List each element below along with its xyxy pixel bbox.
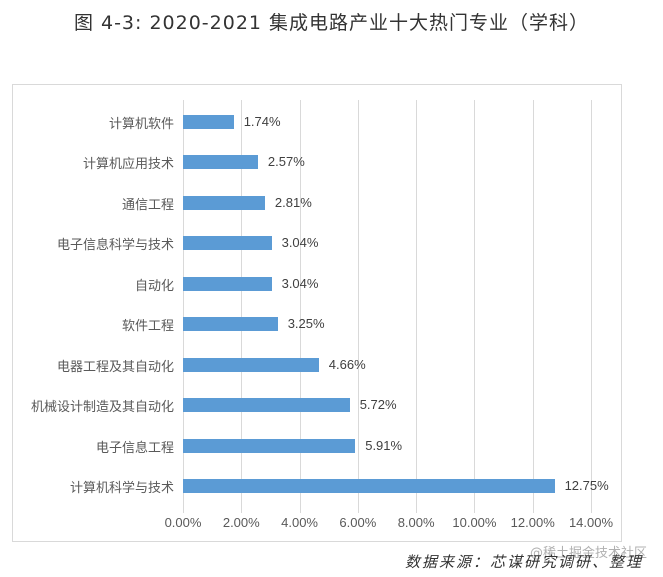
bar: [183, 478, 555, 493]
source-note: 数据来源：芯谋研究调研、整理: [404, 553, 643, 571]
gridline: [591, 100, 592, 513]
gridline: [474, 100, 476, 513]
gridline: [416, 100, 418, 513]
gridline: [357, 100, 359, 513]
x-tick-label: 2.00%: [222, 515, 260, 530]
bar-value-label: 3.25%: [287, 316, 325, 332]
category-label: 软件工程: [121, 319, 174, 335]
chart-title: 图 4-3: 2020-2021 集成电路产业十大热门专业（学科）: [73, 12, 590, 34]
chart-frame: [12, 84, 622, 542]
x-tick-label: 6.00%: [339, 515, 377, 530]
category-label: 机械设计制造及其自动化: [30, 400, 174, 416]
bar-value-label: 5.72%: [359, 397, 397, 413]
gridline: [299, 100, 301, 513]
x-tick-label: 10.00%: [452, 515, 497, 530]
bar-value-label: 3.04%: [281, 275, 319, 291]
x-tick-label: 0.00%: [164, 515, 202, 530]
category-label: 通信工程: [121, 197, 174, 213]
category-label: 电子信息工程: [95, 440, 174, 456]
bar: [183, 398, 350, 413]
category-label: 电子信息科学与技术: [56, 238, 174, 254]
bar-value-label: 3.04%: [281, 235, 319, 251]
bar: [183, 276, 272, 291]
gridline: [241, 100, 243, 513]
bar-value-label: 5.91%: [365, 437, 403, 453]
x-tick-label: 14.00%: [568, 515, 614, 530]
category-label: 电器工程及其自动化: [56, 359, 174, 375]
plot-area: 1.74% 2.57% 2.81% 3.04% 3.04% 3.25% 4.66% 5.72%…: [183, 100, 609, 513]
bar-value-label: 12.75%: [564, 477, 609, 493]
category-label: 自动化: [134, 278, 174, 294]
bar: [183, 236, 272, 251]
watermark: @稀土掘金技术社区: [529, 546, 647, 561]
bar: [183, 317, 278, 332]
x-tick-label: 4.00%: [281, 515, 318, 530]
bar: [183, 115, 234, 129]
bar: [183, 195, 265, 210]
x-tick-label: 12.00%: [510, 515, 555, 530]
bar: [183, 155, 258, 170]
gridline: [183, 100, 184, 513]
bar-value-label: 1.74%: [243, 114, 281, 129]
category-label: 计算机科学与技术: [69, 480, 174, 496]
bar: [183, 438, 356, 453]
bar-value-label: 2.81%: [274, 194, 312, 210]
category-label: 计算机软件: [108, 117, 174, 132]
bar-value-label: 2.57%: [267, 154, 305, 170]
bar: [183, 357, 319, 372]
bar-value-label: 4.66%: [328, 356, 366, 372]
x-tick-label: 8.00%: [397, 515, 435, 530]
gridline: [532, 100, 534, 513]
category-label: 计算机应用技术: [82, 157, 174, 173]
